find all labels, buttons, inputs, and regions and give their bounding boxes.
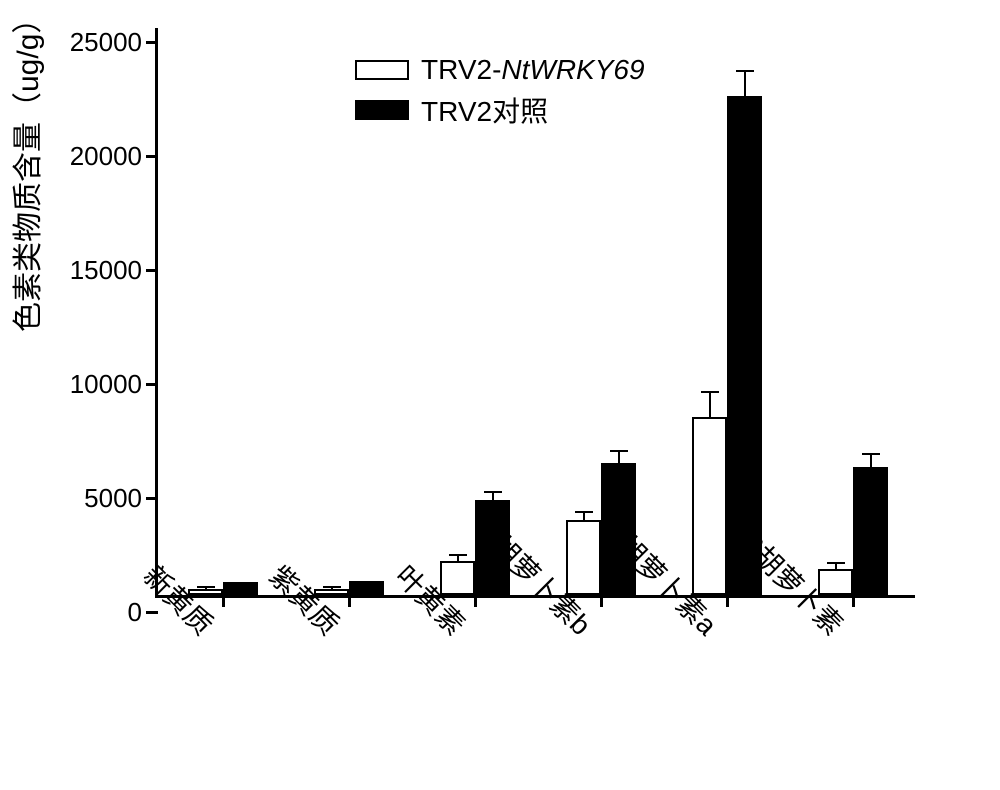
error-bar [870, 454, 872, 470]
x-tick-mark [474, 595, 477, 607]
x-tick-mark [600, 595, 603, 607]
bar [223, 582, 258, 595]
error-cap [827, 562, 845, 564]
error-bar [744, 71, 746, 98]
legend-item: TRV2-NtWRKY69 [355, 54, 645, 86]
y-tick-mark [146, 497, 158, 500]
y-tick-label: 20000 [70, 141, 142, 172]
error-cap [484, 491, 502, 493]
y-tick-label: 10000 [70, 369, 142, 400]
error-cap [701, 391, 719, 393]
y-tick: 10000 [70, 369, 158, 400]
error-cap [197, 586, 215, 588]
legend-label: TRV2对照 [421, 90, 548, 130]
x-tick-mark [348, 595, 351, 607]
y-tick-mark [146, 611, 158, 614]
y-tick-mark [146, 269, 158, 272]
error-cap [736, 70, 754, 72]
legend-swatch [355, 100, 409, 120]
x-tick-mark [726, 595, 729, 607]
legend-label: TRV2-NtWRKY69 [421, 54, 645, 86]
y-tick-label: 25000 [70, 27, 142, 58]
chart-container: 0500010000150002000025000新黄质紫黄质叶黄素胡萝卜素b胡… [0, 0, 1000, 790]
y-tick-mark [146, 41, 158, 44]
legend-item: TRV2对照 [355, 90, 645, 130]
y-tick-mark [146, 155, 158, 158]
error-cap [323, 586, 341, 588]
error-bar [457, 555, 459, 563]
error-bar [709, 392, 711, 419]
bar [349, 581, 384, 595]
y-tick-mark [146, 383, 158, 386]
legend: TRV2-NtWRKY69 TRV2对照 [355, 54, 645, 134]
error-cap [610, 450, 628, 452]
x-tick-mark [222, 595, 225, 607]
error-cap [862, 453, 880, 455]
error-bar [618, 451, 620, 464]
y-tick-label: 0 [128, 597, 142, 628]
error-cap [449, 554, 467, 556]
error-bar [835, 563, 837, 571]
legend-swatch [355, 60, 409, 80]
y-tick: 20000 [70, 141, 158, 172]
y-tick-label: 15000 [70, 255, 142, 286]
x-tick-mark [852, 595, 855, 607]
y-tick: 25000 [70, 27, 158, 58]
y-tick: 15000 [70, 255, 158, 286]
bar [853, 467, 888, 595]
error-bar [492, 492, 494, 502]
